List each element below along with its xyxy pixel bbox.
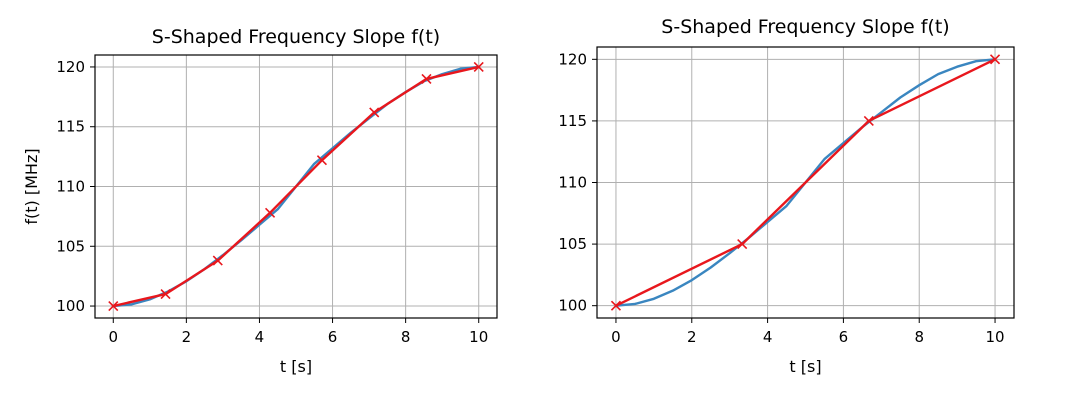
x-tick-label: 0 <box>611 328 621 346</box>
x-marker-point <box>108 300 119 312</box>
x-tick-label: 8 <box>914 328 924 346</box>
chart-panel-right: 0 2 4 6 8 10 100 105 110 115 120 S-Shaped Frequency… <box>540 0 1080 400</box>
x-marker-point <box>989 54 1001 65</box>
x-tick-label: 6 <box>839 328 849 346</box>
x-marker-point <box>160 289 171 300</box>
x-marker-point <box>863 115 874 126</box>
chart-title: S-Shaped Frequency Slope f(t) <box>152 26 440 48</box>
x-tick-label: 2 <box>687 328 697 346</box>
y-tick-label: 100 <box>56 297 85 315</box>
y-axis-label: f(t) [MHz] <box>22 148 41 224</box>
y-tick-label: 110 <box>558 174 587 192</box>
y-tick-label: 120 <box>558 50 587 68</box>
sampled-line <box>615 58 996 307</box>
x-marker-point <box>473 61 484 73</box>
sampled-line <box>113 65 479 308</box>
y-tick-label: 110 <box>56 178 85 196</box>
x-marker-point <box>316 155 328 166</box>
x-marker-point <box>212 255 223 266</box>
chart-title: S-Shaped Frequency Slope f(t) <box>661 16 949 38</box>
x-tick-label: 6 <box>328 328 338 346</box>
chart-left-svg: 0 2 4 6 8 10 100 105 110 115 120 S-Shaped Frequency… <box>22 26 498 376</box>
x-tick-label: 10 <box>985 328 1004 346</box>
y-tick-label: 115 <box>558 112 587 130</box>
x-marker-point <box>610 300 622 311</box>
x-marker-point <box>737 239 748 250</box>
chart-panel-left: 0 2 4 6 8 10 100 105 110 115 120 S-Shaped Frequency… <box>22 26 498 376</box>
x-axis-label: t [s] <box>280 357 312 376</box>
chart-right-svg: 0 2 4 6 8 10 100 105 110 115 120 S-Shaped Frequency… <box>540 16 1015 376</box>
x-marker-point <box>369 107 380 118</box>
x-marker-point <box>421 73 432 84</box>
y-tick-label: 100 <box>558 297 587 315</box>
x-tick-label: 4 <box>763 328 773 346</box>
y-tick-label: 105 <box>56 237 85 255</box>
x-tick-label: 2 <box>182 328 192 346</box>
x-tick-label: 10 <box>469 328 488 346</box>
x-marker-point <box>264 207 276 218</box>
x-tick-label: 8 <box>401 328 411 346</box>
y-tick-label: 120 <box>56 58 85 76</box>
y-tick-label: 105 <box>558 235 587 253</box>
y-tick-label: 115 <box>56 118 85 136</box>
x-axis-label: t [s] <box>789 357 821 376</box>
y-axis-label: f(t) [MHz] <box>540 144 541 220</box>
x-tick-label: 0 <box>108 328 118 346</box>
x-tick-label: 4 <box>255 328 265 346</box>
